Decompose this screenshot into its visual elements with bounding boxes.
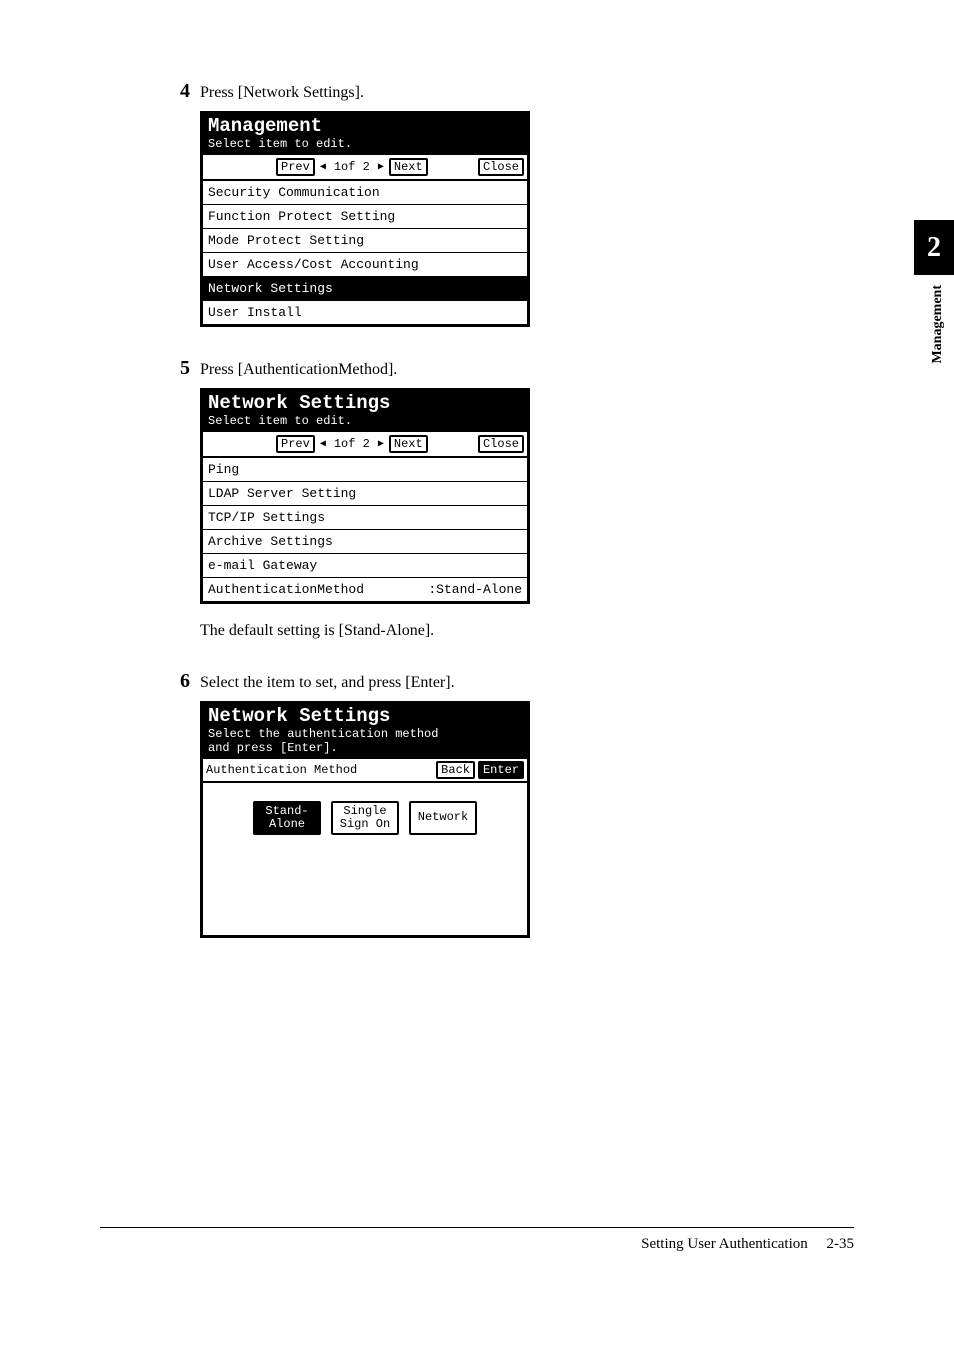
menu-item[interactable]: e-mail Gateway [203,553,527,577]
arrow-right-icon: ▶ [376,438,386,450]
menu-item-label: e-mail Gateway [208,558,317,573]
panel-auth-method: Network Settings Select the authenticati… [200,701,530,937]
panel-subtitle: Select item to edit. [208,138,522,151]
menu-item-label: LDAP Server Setting [208,486,356,501]
menu-item-value: :Stand-Alone [428,582,522,597]
nav-row: Prev ◀ 1of 2 ▶ Next Close [203,155,527,181]
chapter-tab: 2 [914,220,954,275]
page-footer: Setting User Authentication 2-35 [100,1227,854,1253]
sub-header-row: Authentication Method Back Enter [203,759,527,783]
chapter-label: Management [930,285,946,364]
step-5-note: The default setting is [Stand-Alone]. [200,622,854,640]
page: 2 Management 4 Press [Network Settings].… [0,0,954,1348]
step-4-text: Press [Network Settings]. [200,84,364,102]
menu-list: Security CommunicationFunction Protect S… [203,181,527,324]
chapter-number: 2 [927,232,941,264]
option-button[interactable]: Network [409,801,477,835]
step-6-number: 6 [160,670,190,693]
menu-item[interactable]: AuthenticationMethod :Stand-Alone [203,577,527,601]
menu-item[interactable]: Ping [203,458,527,481]
menu-item[interactable]: User Install [203,300,527,324]
footer-page: 2-35 [827,1236,855,1252]
page-indicator: 1of 2 [331,160,373,174]
menu-item-label: TCP/IP Settings [208,510,325,525]
step-6-text: Select the item to set, and press [Enter… [200,674,455,692]
step-5-text: Press [AuthenticationMethod]. [200,361,397,379]
panel-header: Network Settings Select the authenticati… [203,704,527,758]
menu-item[interactable]: User Access/Cost Accounting [203,252,527,276]
menu-item-label: Ping [208,462,239,477]
prev-button[interactable]: Prev [276,435,315,453]
panel-network-settings: Network Settings Select item to edit. Pr… [200,388,530,604]
menu-item[interactable]: Network Settings [203,276,527,300]
menu-item[interactable]: Archive Settings [203,529,527,553]
panel-management: Management Select item to edit. Prev ◀ 1… [200,111,530,327]
sub-header-label: Authentication Method [206,763,357,777]
prev-button[interactable]: Prev [276,158,315,176]
back-button[interactable]: Back [436,761,475,779]
step-6: 6 Select the item to set, and press [Ent… [160,670,854,937]
step-4-number: 4 [160,80,190,103]
menu-item-label: AuthenticationMethod [208,582,364,597]
next-button[interactable]: Next [389,158,428,176]
panel-title: Management [208,117,522,136]
panel-header: Management Select item to edit. [203,114,527,155]
option-button[interactable]: Stand- Alone [253,801,321,835]
close-button[interactable]: Close [478,435,524,453]
options-area: Stand- Alone Single Sign On Network [203,783,527,935]
panel-subtitle: Select item to edit. [208,415,522,428]
menu-item[interactable]: Security Communication [203,181,527,204]
step-4: 4 Press [Network Settings]. Management S… [160,80,854,327]
option-button[interactable]: Single Sign On [331,801,399,835]
page-indicator: 1of 2 [331,437,373,451]
next-button[interactable]: Next [389,435,428,453]
enter-button[interactable]: Enter [478,761,524,779]
arrow-left-icon: ◀ [318,161,328,173]
step-5-number: 5 [160,357,190,380]
step-5: 5 Press [AuthenticationMethod]. Network … [160,357,854,640]
panel-title: Network Settings [208,394,522,413]
menu-item[interactable]: Mode Protect Setting [203,228,527,252]
menu-item[interactable]: TCP/IP Settings [203,505,527,529]
footer-title: Setting User Authentication [641,1236,808,1252]
panel-title: Network Settings [208,707,522,726]
arrow-left-icon: ◀ [318,438,328,450]
panel-header: Network Settings Select item to edit. [203,391,527,432]
arrow-right-icon: ▶ [376,161,386,173]
menu-item[interactable]: LDAP Server Setting [203,481,527,505]
close-button[interactable]: Close [478,158,524,176]
menu-list: Ping LDAP Server Setting TCP/IP Settings Ar… [203,458,527,601]
menu-item[interactable]: Function Protect Setting [203,204,527,228]
panel-subtitle: Select the authentication method and pre… [208,728,522,754]
menu-item-label: Archive Settings [208,534,333,549]
nav-row: Prev ◀ 1of 2 ▶ Next Close [203,432,527,458]
